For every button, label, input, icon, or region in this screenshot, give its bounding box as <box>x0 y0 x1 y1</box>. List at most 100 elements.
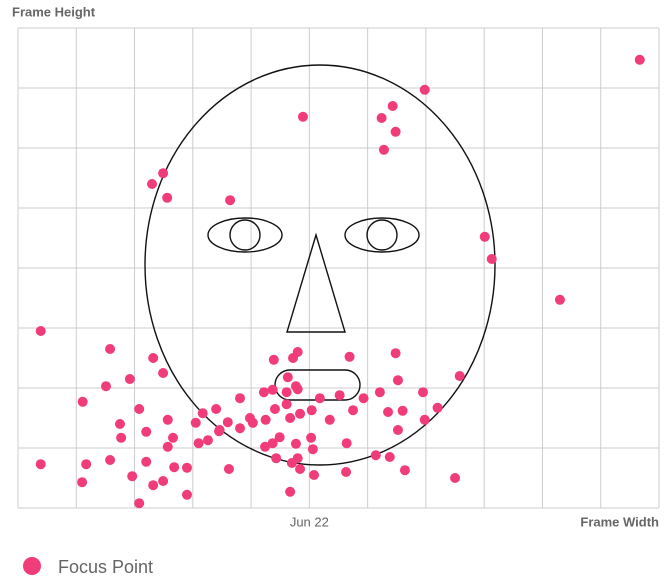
focus-point <box>147 179 157 189</box>
focus-point <box>248 418 258 428</box>
focus-point <box>315 393 325 403</box>
x-tick-label: Jun 22 <box>290 514 329 529</box>
focus-point <box>163 442 173 452</box>
focus-point <box>418 387 428 397</box>
points <box>36 55 645 508</box>
focus-point <box>101 381 111 391</box>
focus-point <box>260 442 270 452</box>
pupil <box>367 220 397 250</box>
focus-point <box>480 232 490 242</box>
focus-point <box>105 455 115 465</box>
focus-point <box>36 326 46 336</box>
x-axis-label: Frame Width <box>580 514 659 529</box>
focus-point <box>182 463 192 473</box>
grid <box>18 28 659 508</box>
focus-point <box>261 415 271 425</box>
focus-point <box>268 385 278 395</box>
focus-point <box>348 405 358 415</box>
focus-point <box>391 348 401 358</box>
focus-point <box>127 471 137 481</box>
focus-point <box>635 55 645 65</box>
focus-point <box>342 438 352 448</box>
focus-point <box>225 195 235 205</box>
face-drawing <box>145 65 495 465</box>
focus-point <box>309 470 319 480</box>
focus-point <box>259 387 269 397</box>
focus-point <box>433 403 443 413</box>
focus-point <box>555 295 565 305</box>
focus-point <box>271 453 281 463</box>
focus-point <box>116 433 126 443</box>
focus-point <box>371 450 381 460</box>
focus-point <box>81 459 91 469</box>
focus-point <box>393 425 403 435</box>
focus-point <box>298 112 308 122</box>
chart: Frame Height Frame Width Focus Point Jun… <box>0 0 668 579</box>
focus-point <box>105 344 115 354</box>
focus-point <box>393 375 403 385</box>
focus-point <box>379 145 389 155</box>
face-outline <box>145 65 495 465</box>
focus-point <box>377 113 387 123</box>
eye <box>208 218 282 252</box>
focus-point <box>285 413 295 423</box>
focus-point <box>283 372 293 382</box>
focus-point <box>169 462 179 472</box>
focus-point <box>345 352 355 362</box>
nose <box>287 235 345 332</box>
focus-point <box>235 393 245 403</box>
focus-point <box>307 405 317 415</box>
focus-point <box>308 444 318 454</box>
focus-point <box>158 168 168 178</box>
focus-point <box>400 465 410 475</box>
focus-point <box>455 371 465 381</box>
focus-point <box>182 490 192 500</box>
focus-point <box>287 458 297 468</box>
focus-point <box>162 193 172 203</box>
y-axis-label: Frame Height <box>12 4 96 19</box>
focus-point <box>36 459 46 469</box>
focus-point <box>158 476 168 486</box>
focus-point <box>295 409 305 419</box>
focus-point <box>341 467 351 477</box>
focus-point <box>134 404 144 414</box>
focus-point <box>391 127 401 137</box>
focus-point <box>223 417 233 427</box>
focus-point <box>335 390 345 400</box>
focus-point <box>291 439 301 449</box>
focus-point <box>420 415 430 425</box>
focus-point <box>285 487 295 497</box>
focus-point <box>203 435 213 445</box>
focus-point <box>487 254 497 264</box>
focus-point <box>148 353 158 363</box>
focus-point <box>420 85 430 95</box>
focus-point <box>224 464 234 474</box>
focus-point <box>295 464 305 474</box>
focus-point <box>450 473 460 483</box>
focus-point <box>282 387 292 397</box>
focus-point <box>375 387 385 397</box>
focus-point <box>306 433 316 443</box>
focus-point <box>77 477 87 487</box>
focus-point <box>125 374 135 384</box>
focus-point <box>78 397 88 407</box>
focus-point <box>191 418 201 428</box>
legend-label: Focus Point <box>58 557 153 577</box>
focus-point <box>168 433 178 443</box>
focus-point <box>198 408 208 418</box>
page: {"chart_data": { "type": "scatter", "y_l… <box>0 0 668 579</box>
focus-point <box>398 406 408 416</box>
focus-point <box>115 419 125 429</box>
eye <box>345 218 419 252</box>
focus-point <box>211 404 221 414</box>
focus-point <box>215 425 225 435</box>
focus-point <box>385 452 395 462</box>
focus-point <box>141 427 151 437</box>
focus-point <box>383 407 393 417</box>
focus-point <box>293 347 303 357</box>
focus-point <box>163 415 173 425</box>
focus-point <box>269 355 279 365</box>
pupil <box>230 220 260 250</box>
focus-point <box>388 101 398 111</box>
legend-marker <box>23 557 41 575</box>
